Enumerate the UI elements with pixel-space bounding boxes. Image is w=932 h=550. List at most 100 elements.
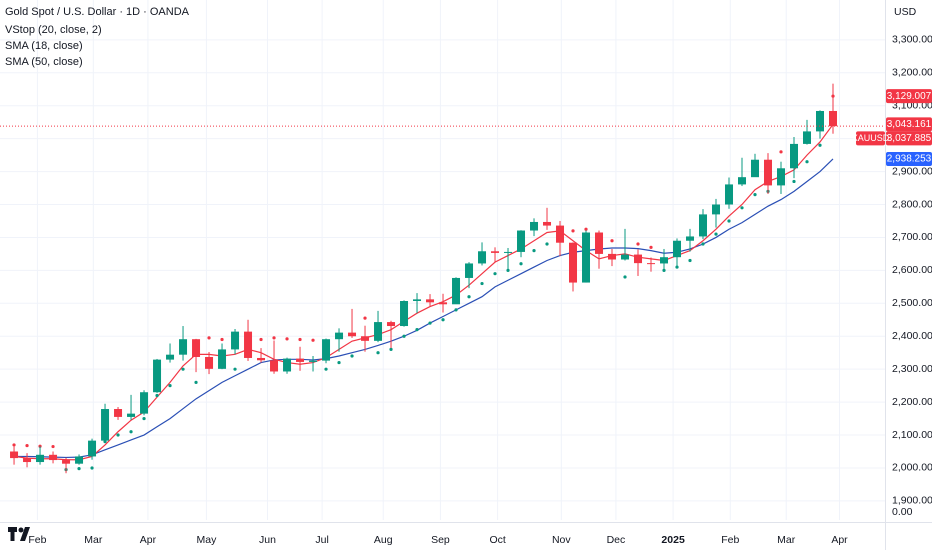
vstop-dot	[805, 160, 809, 164]
candle-body	[491, 251, 500, 253]
candle-body	[452, 277, 461, 305]
candle-body	[478, 251, 487, 264]
x-tick-label: Jul	[315, 534, 328, 546]
candle-body	[751, 159, 760, 178]
legend-sma50: SMA (50, close)	[5, 56, 83, 68]
y-tick-label: 2,200.000	[892, 396, 932, 408]
vstop-dot	[272, 336, 276, 340]
candle-body	[530, 221, 539, 231]
price-label: 3,129.007	[887, 91, 932, 102]
vstop-dot	[493, 272, 497, 276]
candle-body	[62, 460, 71, 464]
tradingview-logo	[8, 527, 30, 541]
legend-sma18: SMA (18, close)	[5, 40, 83, 52]
y-tick-label: 2,400.000	[892, 330, 932, 342]
vstop-dot	[194, 380, 198, 384]
price-label-box	[886, 131, 932, 146]
candle-body	[348, 332, 357, 337]
y-tick-label: 2,500.000	[892, 297, 932, 309]
y-tick-label: 2,600.000	[892, 264, 932, 276]
candle-body	[829, 110, 838, 127]
candle-body	[439, 302, 448, 305]
candle-body	[296, 358, 305, 362]
y-tick-label: 1,900.000	[892, 495, 932, 507]
candle-body	[270, 360, 279, 372]
candle-body	[569, 242, 578, 283]
vstop-dot	[298, 337, 302, 342]
axes: 1,900.000 2,000.000 2,100.000 2,200.000 2,30…	[28, 34, 932, 546]
vstop-dot	[363, 316, 367, 320]
vstop-dot	[350, 354, 354, 358]
candle-body	[699, 214, 708, 237]
currency-label: USD	[894, 6, 917, 18]
candle-body	[387, 322, 396, 327]
x-tick-label: Feb	[28, 534, 46, 546]
candle-body	[543, 221, 552, 226]
sma-line	[14, 158, 834, 459]
vstop-dot	[220, 337, 224, 342]
candle-body	[660, 257, 669, 264]
vstop-dot	[740, 206, 744, 210]
candle-body	[322, 339, 331, 361]
candle-body	[426, 299, 435, 303]
candle-body	[413, 299, 422, 302]
vstop-dot	[285, 337, 289, 341]
vstop-dot	[259, 337, 263, 342]
vstop-dot	[688, 258, 692, 263]
grid	[0, 0, 885, 520]
candle-body	[517, 230, 526, 252]
candle-body	[647, 263, 656, 265]
vstop-dot	[389, 347, 393, 352]
vstop-dot	[649, 245, 653, 249]
candle-body	[309, 360, 318, 362]
x-tick-label: Aug	[374, 534, 393, 546]
candle-body	[75, 456, 84, 464]
vstop-dot	[311, 338, 315, 342]
vstop-dot	[467, 295, 471, 299]
legend-title: Gold Spot / U.S. Dollar · 1D · OANDA	[5, 6, 190, 18]
candle-body	[764, 159, 773, 186]
y-tick-label: 3,200.000	[892, 67, 932, 79]
vstop-dot	[207, 336, 211, 340]
candle-body	[127, 413, 136, 417]
candle-body	[205, 356, 214, 369]
vstop-dot	[324, 367, 328, 371]
candle-body	[686, 236, 695, 241]
candle-body	[10, 451, 19, 459]
vstop-dot	[51, 444, 55, 449]
x-tick-label: Sep	[431, 534, 450, 546]
candle-body	[738, 177, 747, 185]
x-tick-label: 2025	[661, 534, 685, 546]
x-tick-label: Mar	[84, 534, 103, 546]
plot	[0, 83, 885, 474]
vstop-dot	[155, 393, 159, 398]
vstop-dot	[753, 193, 757, 197]
x-tick-label: Mar	[777, 534, 796, 546]
candle-body	[257, 357, 266, 361]
candle-body	[790, 143, 799, 169]
candle-body	[23, 458, 32, 463]
price-label-box	[886, 117, 932, 132]
price-label: 3,043.161	[887, 119, 932, 130]
candle-body	[153, 359, 162, 393]
x-tick-label: Jun	[259, 534, 276, 546]
candle-body	[673, 240, 682, 258]
candle-body	[777, 168, 786, 186]
y-tick-label: 2,800.000	[892, 198, 932, 210]
vstop-dot	[480, 281, 484, 286]
candle-body	[595, 232, 604, 254]
vstop-dot	[818, 143, 822, 147]
candle-body	[634, 254, 643, 264]
x-tick-label: Dec	[607, 534, 626, 546]
candle-body	[179, 339, 188, 355]
vstop-dot	[636, 242, 640, 246]
vstop-dot	[12, 443, 16, 447]
candle-body	[335, 332, 344, 340]
candle-body	[166, 354, 175, 360]
vstop-dot	[77, 467, 81, 471]
vstop-dot	[454, 308, 458, 312]
vstop-dot	[129, 430, 133, 434]
vstop-dot	[142, 416, 146, 421]
price-label-box	[886, 89, 932, 104]
